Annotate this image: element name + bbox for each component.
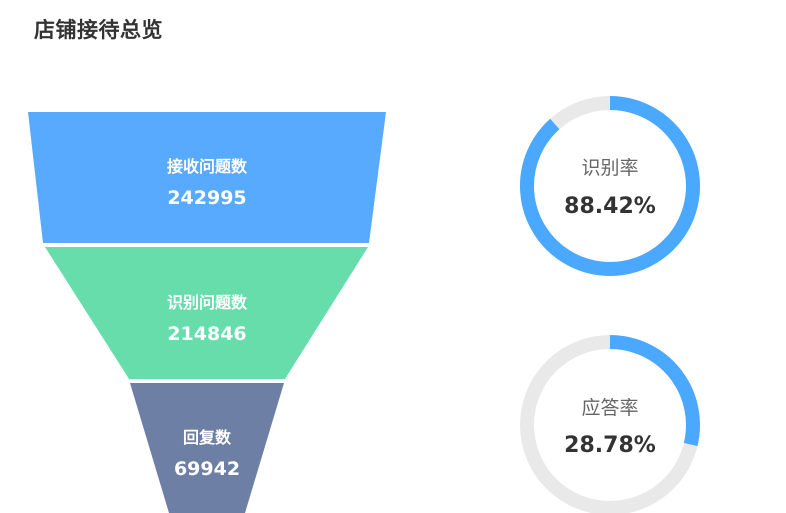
funnel-label-received: 接收问题数 [167,157,248,176]
funnel-value-replied: 69942 [174,458,240,480]
gauge-progress-arc [520,96,700,276]
gauge-value: 28.78% [564,433,656,458]
gauge-value: 88.42% [564,194,656,219]
page-title: 店铺接待总览 [34,18,163,42]
funnel-value-received: 242995 [167,187,246,209]
funnel-label-replied: 回复数 [183,428,232,447]
gauge-label: 应答率 [581,397,638,419]
funnel-value-recognized: 214846 [167,323,246,345]
funnel-stage-received [28,112,386,243]
funnel-stage-replied [130,383,284,513]
funnel-stage-recognized [45,247,368,379]
gauge-response-rate: 应答率 28.78% [520,335,700,513]
gauge-progress-arc [609,335,700,447]
funnel-chart: 接收问题数 242995 识别问题数 214846 回复数 69942 [28,112,386,513]
gauge-label: 识别率 [581,157,638,179]
funnel-label-recognized: 识别问题数 [167,293,248,312]
gauge-recognition-rate: 识别率 88.42% [520,96,700,276]
